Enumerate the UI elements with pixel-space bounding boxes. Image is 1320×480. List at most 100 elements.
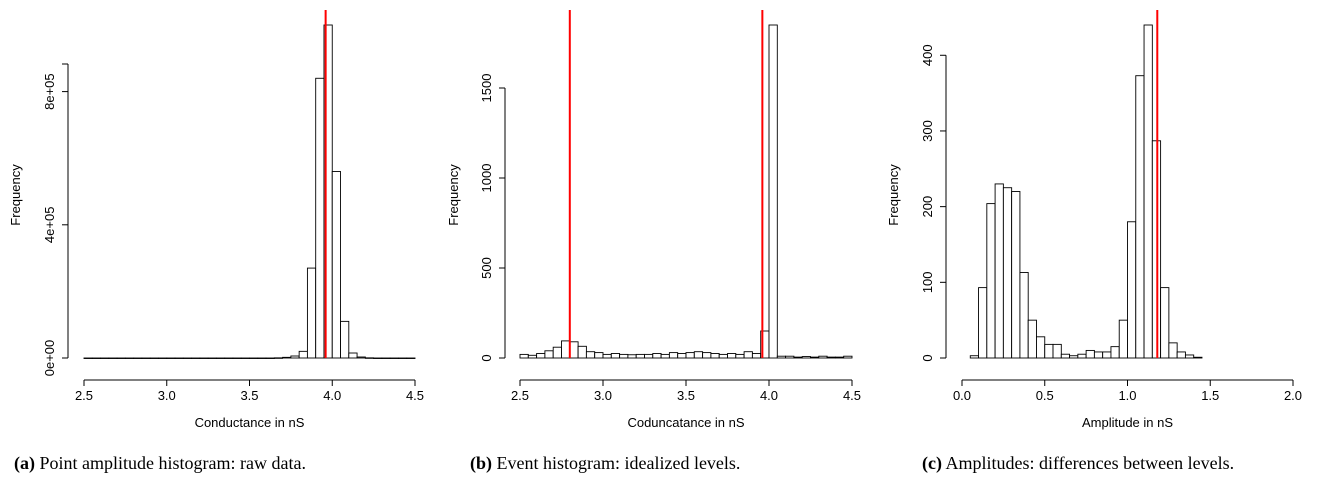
histogram-bar (174, 357, 184, 359)
histogram-bar (199, 357, 209, 359)
histogram-bar (1044, 343, 1054, 359)
histogram-bar (834, 356, 845, 359)
panel-c-histogram: 0.0 0.5 1.0 1.5 2.0 Amplitude in nS 0 100 200 300… (886, 10, 1302, 430)
figure: 2.5 3.0 3.5 4.0 4.5 Conductance in nS 0e+00 4e+… (8, 10, 1302, 430)
histogram-bar (1168, 342, 1178, 359)
caption-b-text: Event histogram: idealized levels. (496, 453, 741, 473)
histogram-bar (232, 357, 242, 359)
histogram-bar (1102, 351, 1112, 359)
x-tick-label: 1.0 (1118, 388, 1136, 403)
x-tick-label: 3.0 (158, 388, 176, 403)
histogram-bar (141, 357, 151, 359)
x-axis-title: Conductance in nS (195, 415, 305, 430)
panel-a-histogram: 2.5 3.0 3.5 4.0 4.5 Conductance in nS 0e+00 4e+… (8, 10, 424, 430)
histogram-bar (1027, 319, 1037, 359)
histogram-bar (149, 357, 159, 359)
histogram-bar (735, 353, 745, 359)
histogram-bar (602, 353, 612, 359)
histogram-bar (331, 171, 341, 359)
histogram-bar (768, 24, 778, 359)
histogram-bar (644, 353, 654, 359)
caption-a-label: (a) (14, 453, 35, 473)
histogram-bar (348, 352, 358, 359)
histogram-bar (1118, 319, 1128, 359)
histogram-bar (1143, 24, 1153, 359)
histogram-bar (585, 351, 596, 359)
histogram-bar (1069, 355, 1079, 359)
histogram-bar (1110, 346, 1120, 359)
y-tick-label: 0 (479, 354, 494, 361)
histogram-bar (1135, 75, 1145, 359)
x-tick-label: 3.0 (594, 388, 612, 403)
panel-b-histogram: 2.5 3.0 3.5 4.0 4.5 Coduncatance in nS 0 500 100… (446, 10, 861, 430)
caption-a: (a) Point amplitude histogram: raw data. (14, 453, 306, 474)
x-tick-label: 4.0 (760, 388, 778, 403)
histogram-bar (1036, 336, 1046, 359)
y-tick-label: 1000 (479, 164, 494, 193)
histogram-bar (1011, 191, 1021, 359)
x-tick-label: 2.0 (1284, 388, 1302, 403)
histogram-bar (693, 351, 704, 359)
x-axis-title: Amplitude in nS (1082, 415, 1173, 430)
histogram-bar (1160, 287, 1170, 359)
histogram-bar (635, 353, 645, 359)
histogram-bar (627, 354, 637, 359)
y-tick-label: 0 (920, 354, 935, 361)
y-tick-label: 8e+05 (42, 73, 57, 110)
histogram-bar (373, 357, 383, 359)
histogram-bar (240, 357, 250, 359)
histogram-bar (710, 353, 720, 359)
histogram-bar (569, 341, 579, 359)
histogram-bar (994, 183, 1004, 359)
y-tick-label: 0e+00 (42, 340, 57, 377)
histogram-bar (668, 352, 679, 359)
x-tick-label: 4.0 (323, 388, 341, 403)
y-axis-title: Frequency (886, 164, 901, 226)
histogram-bar (290, 355, 300, 359)
histogram-bar (1093, 351, 1104, 359)
caption-c-label: (c) (922, 453, 942, 473)
histogram-bar (91, 357, 102, 359)
histogram-bar (652, 353, 662, 359)
histogram-bar (340, 320, 350, 359)
x-tick-label: 0.0 (953, 388, 971, 403)
histogram-bar (1077, 353, 1087, 359)
histogram-bar (1052, 343, 1062, 359)
histogram-bar (594, 352, 604, 359)
histogram-bar (986, 203, 996, 359)
histogram-bar (727, 353, 737, 359)
histogram-bar (356, 356, 366, 359)
histogram-bar (801, 356, 811, 359)
caption-a-text: Point amplitude histogram: raw data. (39, 453, 306, 473)
y-axis-title: Frequency (446, 164, 461, 226)
y-tick-label: 400 (920, 44, 935, 66)
caption-b: (b) Event histogram: idealized levels. (470, 453, 740, 474)
histogram-bar (1060, 353, 1071, 359)
histogram-bar (257, 357, 267, 359)
histogram-bar (133, 357, 143, 359)
x-tick-label: 1.5 (1201, 388, 1219, 403)
x-tick-label: 4.5 (843, 388, 861, 403)
histogram-bar (677, 353, 687, 359)
histogram-bar (1127, 221, 1137, 359)
histogram-bar (776, 355, 787, 359)
histogram-bar (751, 353, 762, 359)
histogram-bar (273, 357, 284, 359)
y-tick-label: 100 (920, 271, 935, 293)
histogram-bar (207, 357, 217, 359)
y-tick-label: 500 (479, 257, 494, 279)
histogram-bar (793, 356, 803, 359)
histogram-bar (1193, 356, 1203, 359)
histogram-bar (544, 350, 554, 359)
y-tick-label: 300 (920, 120, 935, 142)
histogram-bar (969, 355, 980, 359)
y-tick-label: 4e+05 (42, 207, 57, 244)
histogram-bar (265, 357, 275, 359)
histogram-bar (315, 77, 325, 359)
histogram-bar (381, 357, 391, 359)
histogram-bar (282, 356, 292, 359)
histogram-bar (191, 357, 201, 359)
histogram-bar (224, 357, 234, 359)
histogram-bar (843, 355, 853, 359)
histogram-bar (1019, 272, 1029, 359)
